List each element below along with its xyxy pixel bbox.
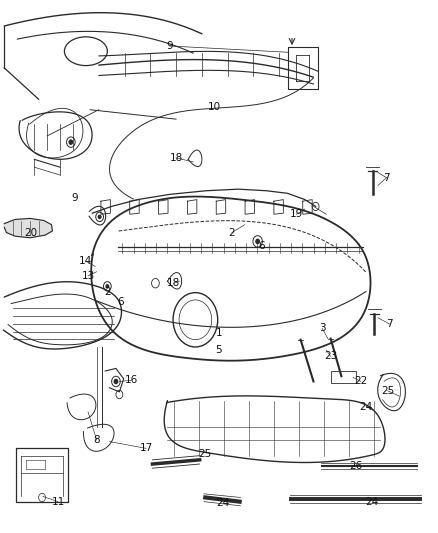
Text: 10: 10 [208,102,221,112]
Text: 5: 5 [215,345,223,355]
Text: 9: 9 [166,41,173,51]
Text: 13: 13 [81,271,95,281]
Circle shape [114,379,118,384]
Text: 19: 19 [290,209,303,219]
Text: 16: 16 [124,375,138,385]
Text: 25: 25 [199,449,212,458]
Polygon shape [4,219,53,238]
Text: 24: 24 [360,401,373,411]
Text: 7: 7 [383,173,390,183]
Text: 20: 20 [25,228,38,238]
Text: 24: 24 [217,498,230,508]
Text: 24: 24 [365,497,378,507]
Text: 8: 8 [93,435,100,445]
Text: 2: 2 [229,228,235,238]
Text: 11: 11 [51,497,64,507]
Text: 6: 6 [117,297,124,307]
Text: 18: 18 [170,153,183,163]
Text: 22: 22 [354,376,367,386]
Circle shape [256,239,259,244]
Circle shape [69,140,73,144]
Text: 9: 9 [72,192,78,203]
Text: 25: 25 [381,386,394,396]
Text: 1: 1 [215,328,223,338]
Circle shape [106,285,109,288]
Text: 14: 14 [79,256,92,266]
Text: 6: 6 [258,240,265,251]
Text: 3: 3 [319,323,325,333]
Text: 7: 7 [386,319,393,329]
Text: 26: 26 [349,461,362,471]
Text: 18: 18 [167,278,180,288]
Text: 17: 17 [139,443,152,454]
Text: 2: 2 [104,287,111,296]
Circle shape [99,215,101,219]
Text: 23: 23 [324,351,337,361]
